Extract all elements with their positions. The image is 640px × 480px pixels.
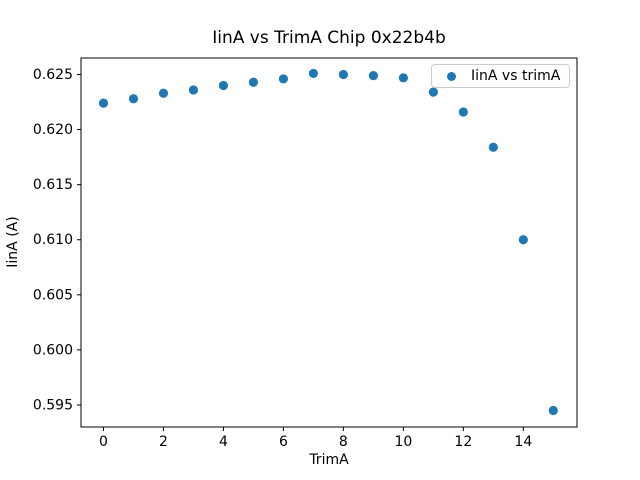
data-point	[188, 85, 199, 95]
x-tick-label: 10	[394, 434, 412, 450]
x-tick-label: 2	[159, 434, 168, 450]
y-tick-label: 0.595	[33, 397, 73, 413]
x-tick-label: 4	[219, 434, 228, 450]
x-tick-label: 8	[339, 434, 348, 450]
y-tick-label: 0.605	[33, 287, 73, 303]
data-point	[278, 74, 289, 84]
chart-title: IinA vs TrimA Chip 0x22b4b	[212, 28, 446, 48]
data-point	[518, 235, 528, 245]
y-tick-label: 0.600	[33, 342, 73, 358]
data-point	[398, 73, 408, 83]
x-tick-label: 12	[454, 434, 472, 450]
x-tick-label: 14	[514, 434, 532, 450]
data-point	[368, 71, 378, 81]
data-point	[98, 98, 109, 108]
data-point	[218, 80, 229, 91]
y-tick-label: 0.615	[33, 177, 73, 193]
data-point	[308, 68, 319, 79]
data-point	[338, 69, 348, 80]
legend: IinA vs trimA	[431, 64, 570, 88]
y-tick-label: 0.620	[33, 122, 73, 138]
y-axis-label: IinA (A)	[5, 216, 21, 268]
data-point	[548, 405, 558, 416]
data-point	[488, 142, 498, 152]
axes-frame	[80, 57, 578, 428]
legend-marker-icon	[447, 71, 456, 81]
x-tick-label: 0	[99, 434, 108, 450]
y-tick-label: 0.625	[33, 67, 73, 83]
data-point	[248, 77, 259, 87]
data-point	[458, 107, 468, 117]
x-tick-label: 6	[279, 434, 288, 450]
x-axis-label: TrimA	[309, 452, 349, 468]
data-point	[428, 87, 438, 97]
data-point	[128, 94, 139, 104]
legend-label: IinA vs trimA	[471, 68, 561, 84]
y-tick-label: 0.610	[33, 232, 73, 248]
data-point	[158, 88, 169, 98]
